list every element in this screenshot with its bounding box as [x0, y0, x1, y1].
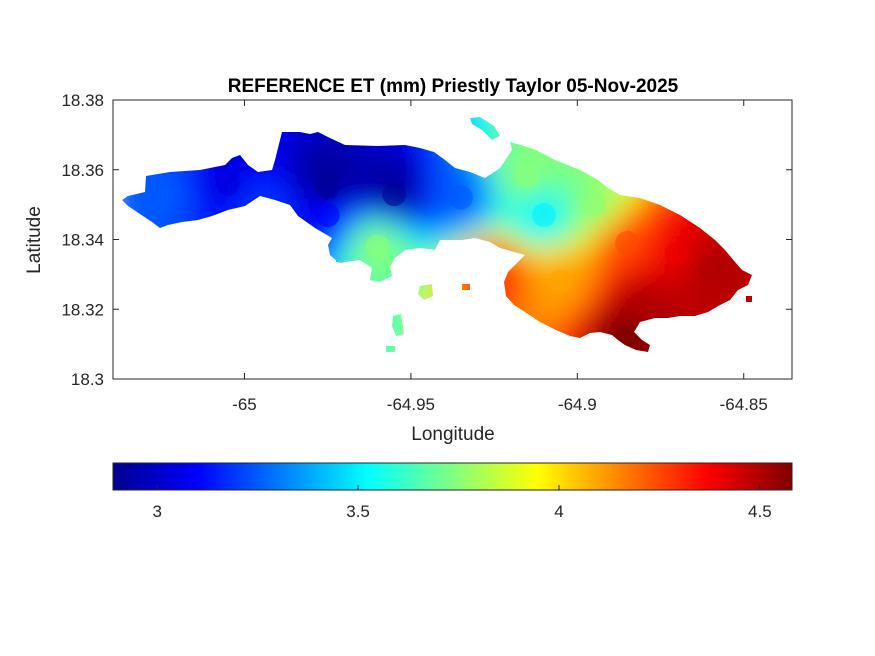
et-sample-point [448, 185, 473, 210]
et-sample-point [515, 164, 540, 189]
et-sample-point [532, 203, 557, 228]
et-sample-point [615, 230, 640, 255]
colorbar-tick-label: 4 [554, 502, 563, 521]
colorbar-ticks: 3 3.5 4 4.5 [152, 485, 772, 521]
colorbar-tick-label: 3.5 [346, 502, 370, 521]
y-axis-label: Latitude [24, 206, 45, 274]
x-axis-label: Longitude [411, 424, 494, 445]
et-sample-point [382, 182, 407, 207]
y-tick-label: 18.3 [71, 370, 104, 389]
et-sample-point [665, 241, 690, 266]
et-sample-point [215, 171, 240, 196]
x-tick-label: -64.95 [387, 395, 435, 414]
colorbar [112, 462, 793, 491]
et-sample-point [315, 203, 340, 228]
y-axis: 18.3 18.32 18.34 18.36 18.38 [61, 91, 792, 389]
x-tick-label: -65 [232, 395, 257, 414]
y-tick-label: 18.32 [61, 300, 104, 319]
x-tick-label: -64.9 [558, 395, 597, 414]
y-tick-label: 18.38 [61, 91, 104, 110]
et-sample-point [315, 175, 340, 200]
y-tick-label: 18.34 [61, 231, 104, 250]
chart-title: REFERENCE ET (mm) Priestly Taylor 05-Nov… [228, 76, 679, 97]
colorbar-tick-label: 3 [152, 502, 161, 521]
et-sample-point [698, 255, 723, 280]
x-axis: -65 -64.95 -64.9 -64.85 [232, 100, 768, 414]
et-sample-point [365, 234, 390, 259]
x-tick-label: -64.85 [720, 395, 768, 414]
colorbar-tick-label: 4.5 [748, 502, 772, 521]
et-sample-point [548, 269, 573, 294]
et-sample-point [149, 182, 174, 207]
y-tick-label: 18.36 [61, 161, 104, 180]
et-sample-point [631, 293, 656, 318]
et-sample-point [581, 192, 606, 217]
